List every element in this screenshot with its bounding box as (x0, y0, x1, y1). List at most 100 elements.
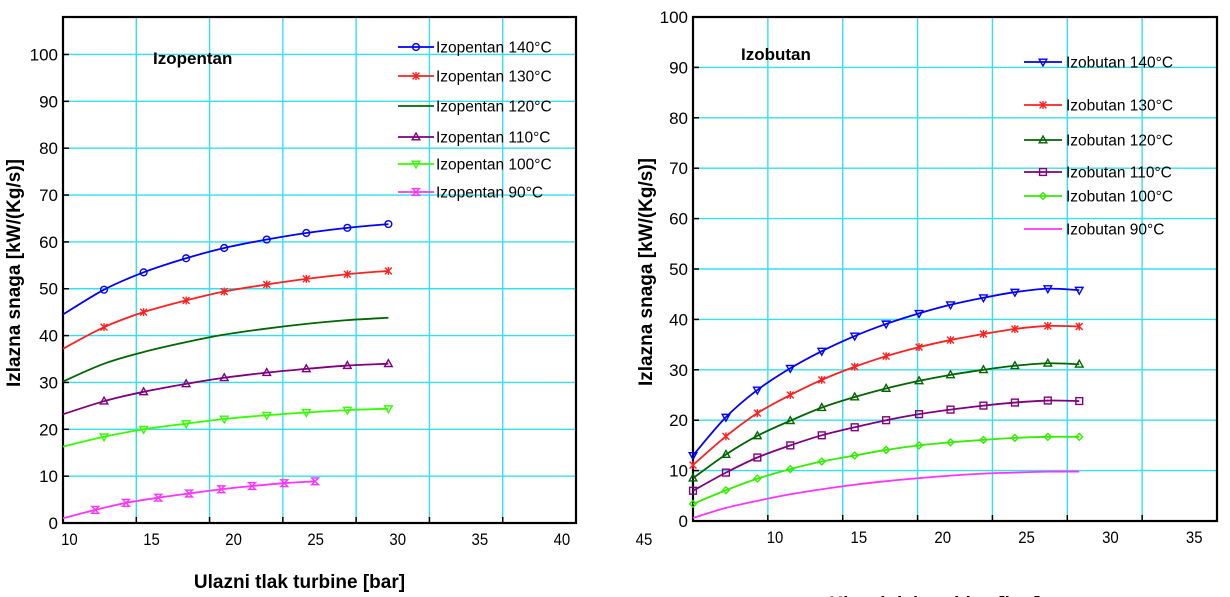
series-line (692, 362, 1080, 479)
y-tick-label: 80 (669, 109, 688, 128)
y-tick-label: 30 (39, 373, 58, 392)
legend-label: Izopentan 130°C (436, 69, 552, 86)
y-tick-label: 70 (39, 186, 58, 205)
x-axis-label: Ulazni tlak turbine [bar] (829, 594, 1040, 597)
legend-entry: Izobutan 140°C (1024, 55, 1173, 72)
legend-label: Izobutan 90°C (1066, 222, 1164, 239)
data-point (914, 375, 925, 385)
y-tick-label: 20 (669, 411, 688, 430)
data-point (752, 474, 762, 484)
data-point (246, 481, 258, 491)
data-point (850, 423, 859, 432)
series-line (692, 435, 1080, 505)
data-point (220, 243, 229, 253)
legend-swatch-marker (1038, 134, 1048, 144)
series-6 (692, 470, 1080, 519)
data-point (786, 441, 795, 450)
plot-area (63, 17, 576, 523)
series-line (692, 399, 1080, 492)
data-point (219, 372, 230, 382)
data-point (1009, 288, 1020, 298)
y-tick-label: 90 (669, 58, 688, 77)
legend-swatch-marker (411, 42, 421, 52)
data-point (1075, 322, 1084, 331)
x-tick-label: 45 (636, 531, 653, 549)
y-tick-label: 10 (39, 467, 58, 486)
legend-entry: Izobutan 130°C (1024, 98, 1173, 115)
data-point (383, 358, 394, 368)
data-point (100, 323, 108, 332)
data-point (785, 364, 796, 374)
data-point (139, 308, 148, 317)
data-point (978, 294, 989, 304)
data-point (261, 367, 272, 377)
legend-entry: Izopentan 110°C (398, 130, 551, 147)
data-point (1074, 358, 1085, 368)
y-tick-label: 60 (669, 210, 688, 229)
x-tick-label: 25 (307, 531, 324, 549)
x-tick-label: 15 (851, 529, 868, 547)
data-point (153, 493, 164, 502)
legend-swatch-marker (1038, 191, 1048, 201)
data-point (753, 453, 762, 462)
series-line (692, 470, 1080, 519)
x-tick-label: 35 (1186, 529, 1203, 547)
y-tick-label: 80 (39, 139, 58, 158)
x-tick-label: 35 (472, 531, 489, 549)
data-point (1075, 396, 1084, 406)
data-point (99, 395, 110, 405)
y-axis-label: Izlazna snaga [kW/(Kg/s)] (4, 159, 25, 387)
y-tick-label: 10 (669, 462, 688, 481)
data-point (279, 479, 290, 488)
data-point (817, 375, 826, 384)
data-point (946, 336, 955, 345)
data-point (914, 309, 925, 319)
data-point (881, 445, 891, 455)
x-tick-label: 40 (554, 531, 571, 549)
data-point (786, 391, 795, 399)
data-point (262, 280, 271, 289)
data-point (1074, 432, 1084, 442)
legend-entry: Izobutan 90°C (1024, 222, 1164, 239)
x-tick-label: 10 (61, 531, 78, 549)
data-point (817, 457, 827, 466)
series-1 (62, 219, 393, 316)
chart-title: Izobutan (741, 45, 811, 64)
y-tick-label: 70 (669, 159, 688, 178)
data-point (979, 435, 988, 445)
data-point (343, 270, 352, 279)
data-point (342, 406, 353, 416)
series-4 (688, 396, 1084, 495)
data-point (945, 301, 956, 311)
data-point (785, 464, 795, 474)
data-point (785, 415, 796, 425)
x-tick-label: 30 (389, 531, 406, 549)
series-3 (688, 357, 1085, 482)
data-point (139, 268, 148, 277)
data-point (99, 433, 110, 443)
legend-swatch-marker (411, 131, 421, 141)
data-point (1009, 360, 1020, 370)
data-point (849, 391, 860, 401)
y-tick-label: 0 (679, 512, 688, 531)
data-point (752, 386, 763, 396)
legend-label: Izopentan 110°C (436, 130, 551, 147)
y-tick-label: 90 (39, 92, 58, 111)
y-tick-label: 60 (39, 233, 58, 252)
data-point (220, 287, 229, 296)
series-6 (62, 477, 321, 520)
data-point (688, 472, 698, 482)
chart-1: 10 15 20 25 30 35 40 450102030405060708090100Ul… (4, 15, 653, 593)
gridlines (693, 17, 1217, 521)
data-point (261, 411, 272, 421)
x-tick-label: 10 (767, 529, 784, 547)
y-axis-label: Izlazna snaga [kW/(Kg/s)] (636, 158, 657, 386)
plot-frame (61, 15, 578, 525)
legend-label: Izopentan 120°C (436, 99, 552, 116)
legend-label: Izobutan 130°C (1066, 98, 1173, 115)
data-point (384, 219, 393, 229)
x-tick-label: 30 (1102, 529, 1119, 547)
data-point (182, 296, 191, 305)
data-point (850, 362, 859, 371)
